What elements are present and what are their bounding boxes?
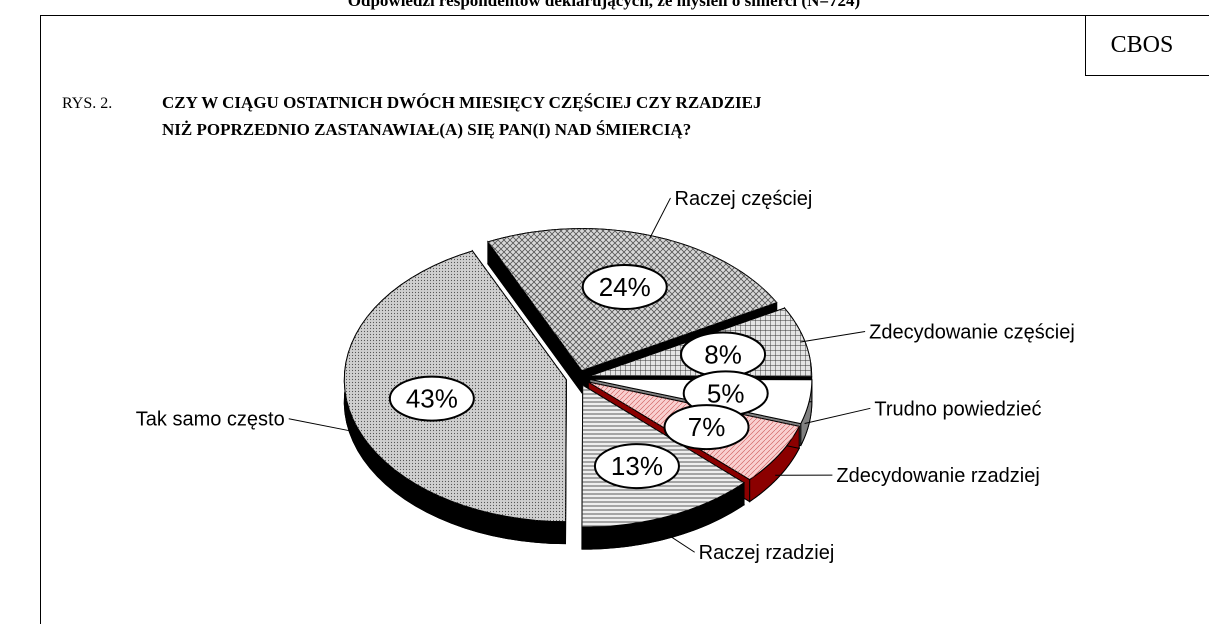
value-label: 24% <box>599 272 651 302</box>
caption: Odpowiedzi respondentów deklarujących, ż… <box>348 0 860 10</box>
leader-line <box>288 418 354 433</box>
category-label: Zdecydowanie częściej <box>869 321 1075 343</box>
category-label: Raczej częściej <box>675 188 813 210</box>
figure-label: RYS. 2. <box>62 95 112 112</box>
chart-title: CZY W CIĄGU OSTATNICH DWÓCH MIESIĘCY CZĘ… <box>162 93 762 112</box>
value-label-bg <box>663 404 750 451</box>
leader-line <box>804 407 871 424</box>
category-label: Raczej rzadziej <box>699 542 835 564</box>
frame <box>40 15 1209 624</box>
category-label: Tak samo często <box>136 409 285 431</box>
value-label: 7% <box>688 412 726 442</box>
category-label: Trudno powiedzieć <box>874 398 1041 420</box>
category-label: Zdecydowanie rzadziej <box>836 465 1039 487</box>
value-label: 13% <box>611 451 663 481</box>
leader-line <box>649 197 671 239</box>
leader-line <box>668 534 695 553</box>
chart-title: NIŻ POPRZEDNIO ZASTANAWIAŁ(A) SIĘ PAN(I)… <box>162 120 691 139</box>
value-label-bg <box>388 375 475 422</box>
source-box <box>1085 15 1209 76</box>
value-label-bg <box>581 263 668 310</box>
value-label: 8% <box>704 339 742 369</box>
source: CBOS <box>1111 32 1174 58</box>
value-label: 5% <box>707 378 745 408</box>
value-label-bg <box>593 443 680 490</box>
value-label: 43% <box>406 384 458 414</box>
leader-line <box>800 331 866 343</box>
